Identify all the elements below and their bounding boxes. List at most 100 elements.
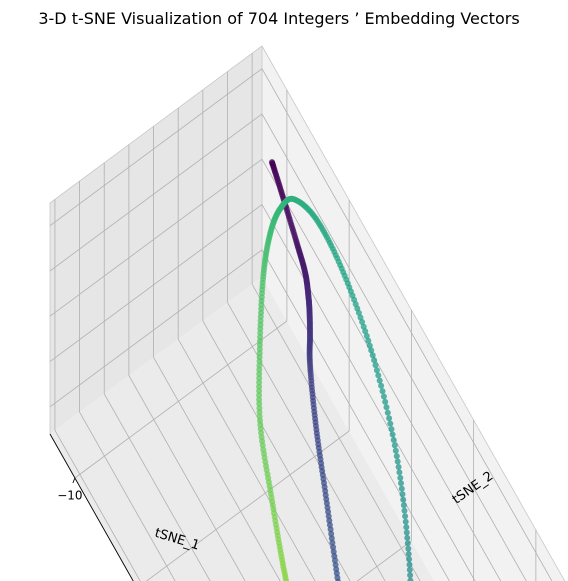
scatter-point	[360, 323, 367, 330]
scatter-point	[400, 502, 407, 509]
scatter-point	[382, 398, 389, 405]
y-grid-floor	[54, 430, 141, 581]
scatter-point	[406, 561, 413, 568]
scatter-point	[330, 548, 337, 555]
x-axis-line	[49, 433, 134, 581]
scatter-point	[398, 480, 404, 487]
scatter-point	[378, 382, 385, 389]
left-wall-pane	[50, 46, 262, 434]
scatter-point	[256, 383, 263, 390]
z-grid-back	[261, 204, 476, 581]
scatter-point	[373, 367, 380, 374]
scatter-point	[383, 404, 390, 411]
scatter-point	[384, 409, 391, 416]
scatter-point	[256, 388, 263, 394]
scatter-point	[387, 420, 394, 427]
scatter-point	[396, 469, 403, 476]
z-grid-left	[49, 68, 263, 226]
x-tick-mark	[72, 477, 76, 484]
axis-panes	[49, 45, 566, 581]
y-grid-floor	[202, 320, 351, 581]
x-tick-label: −10	[57, 489, 82, 503]
scatter-point	[326, 517, 333, 524]
scatter-point	[398, 485, 405, 492]
z-grid-left	[49, 158, 263, 317]
scatter-point	[256, 396, 263, 403]
z-grid-back	[261, 113, 527, 581]
chart-title: 3-D t-SNE Visualization of 704 Integers …	[38, 9, 519, 28]
scatter-point	[283, 577, 290, 581]
z-grid-back	[261, 159, 502, 581]
scatter-point	[393, 453, 400, 460]
scatter-point	[256, 400, 263, 407]
x-grid-floor	[74, 320, 288, 479]
z-grid-left	[49, 249, 263, 408]
scatter-point	[380, 393, 387, 400]
y-grid-floor	[177, 338, 316, 581]
scatter-point	[256, 362, 263, 369]
scatter-point	[331, 553, 338, 560]
scatter-point	[404, 534, 411, 541]
scatter-point	[405, 545, 412, 552]
scatter-point	[330, 544, 337, 551]
scatter-point	[375, 372, 382, 379]
scatter-point	[357, 314, 364, 321]
z-grid-left	[49, 113, 263, 272]
scatter-point	[386, 415, 393, 422]
scatter-point	[256, 375, 263, 382]
scatter-point	[395, 464, 402, 470]
scatter-points	[256, 159, 414, 581]
pane-edge	[261, 45, 566, 581]
scatter-point	[401, 507, 408, 514]
scatter-point	[327, 526, 334, 533]
scatter-point	[326, 522, 333, 528]
scatter-point	[363, 333, 370, 339]
scatter-point	[368, 347, 375, 354]
scatter-point	[390, 437, 397, 443]
scatter-point	[372, 362, 379, 369]
floor-pane	[50, 277, 435, 581]
scatter-point	[389, 431, 396, 438]
scatter-point	[256, 392, 263, 399]
scatter-point	[329, 539, 336, 546]
z-grid-back	[261, 68, 553, 581]
scatter-point	[371, 357, 378, 364]
y-grid-floor	[227, 302, 386, 581]
grid-lines	[49, 53, 553, 581]
scatter-point	[256, 366, 263, 373]
scatter-point	[256, 354, 263, 361]
scatter-point	[328, 535, 335, 542]
scatter-point	[404, 540, 411, 547]
scatter-point	[407, 577, 414, 581]
scatter-point	[331, 557, 338, 564]
scatter-point	[405, 551, 412, 557]
scatter-point	[379, 388, 386, 395]
pane-edge	[49, 45, 263, 204]
y-grid-floor	[128, 375, 246, 581]
z-grid-left	[49, 204, 263, 362]
scatter-point	[388, 426, 395, 433]
scatter-point	[335, 578, 341, 581]
scatter-point	[403, 524, 410, 531]
y-grid-floor	[103, 393, 211, 581]
scatter-point	[391, 442, 398, 449]
scatter-point	[392, 447, 399, 454]
scatter-point	[402, 518, 409, 525]
scatter-point	[402, 513, 409, 520]
scatter-point	[403, 529, 410, 536]
scatter-point	[366, 342, 373, 349]
scatter-point	[376, 377, 383, 384]
scatter-point	[365, 337, 372, 344]
scatter-point	[256, 379, 263, 386]
scatter-point	[256, 358, 263, 365]
scatter-point	[406, 556, 413, 563]
scatter-point	[328, 530, 335, 537]
scatter-point	[359, 319, 366, 325]
scatter-point	[369, 352, 376, 359]
scatter-point	[325, 513, 332, 520]
scatter-point	[362, 328, 369, 335]
scatter-point	[406, 566, 413, 573]
scatter-point	[256, 405, 263, 412]
scatter-point	[394, 458, 401, 465]
